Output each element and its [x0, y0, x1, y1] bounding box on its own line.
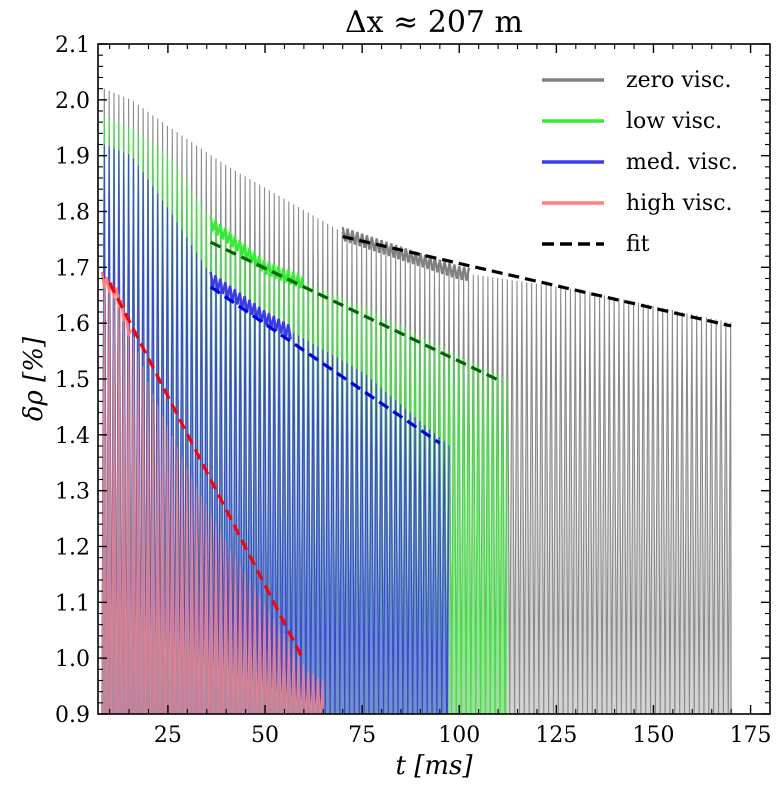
x-tick-label: 50: [251, 723, 279, 748]
y-tick-label: 2.0: [55, 89, 90, 114]
y-tick-label: 1.3: [55, 480, 90, 505]
y-tick-label: 2.1: [55, 33, 90, 58]
x-tick-label: 100: [438, 723, 480, 748]
x-tick-label: 175: [730, 723, 772, 748]
legend: zero visc. low visc. med. visc. high visc. f…: [542, 68, 738, 257]
x-tick-label: 75: [348, 723, 376, 748]
y-tick-label: 1.9: [55, 145, 90, 170]
y-axis-title: δρ [%]: [19, 336, 49, 421]
x-tick-label: 125: [535, 723, 577, 748]
y-tick-label: 1.6: [55, 312, 90, 337]
y-tick-label: 0.9: [55, 703, 90, 728]
tick-layer: 25 50 75 100 125 150 175 0.9 1.0 1.1 1.2 1.3 1.4 1.5 1…: [55, 33, 772, 748]
x-tick-label: 150: [632, 723, 674, 748]
fit-layer: [108, 235, 732, 662]
fit-line-4: [108, 282, 306, 662]
legend-label-med-visc: med. visc.: [626, 150, 738, 175]
series-zero-visc-highlight: [341, 226, 471, 281]
fit-line-2: [209, 240, 503, 384]
series-high-visc-oscillation: [101, 278, 324, 715]
series-high-visc-highlight: [100, 271, 133, 337]
legend-label-high-visc: high visc.: [626, 191, 733, 216]
chart-title: Δx ≈ 207 m: [345, 5, 523, 40]
x-tick-label: 25: [154, 723, 182, 748]
series-low-visc-highlight: [209, 215, 305, 289]
y-tick-label: 1.7: [55, 256, 90, 281]
y-tick-label: 1.0: [55, 647, 90, 672]
fit-line-1: [342, 235, 732, 328]
y-tick-label: 1.5: [55, 368, 90, 393]
data-layer: [100, 88, 732, 715]
y-tick-label: 1.1: [55, 591, 90, 616]
y-tick-label: 1.8: [55, 201, 90, 226]
legend-label-low-visc: low visc.: [626, 109, 722, 134]
y-tick-label: 1.4: [55, 424, 90, 449]
legend-label-zero-visc: zero visc.: [626, 68, 731, 93]
y-tick-label: 1.2: [55, 536, 90, 561]
x-axis-title: t [ms]: [396, 751, 474, 781]
legend-label-fit: fit: [626, 232, 650, 257]
series-med-visc-highlight: [209, 271, 292, 340]
fit-line-3: [209, 285, 441, 445]
